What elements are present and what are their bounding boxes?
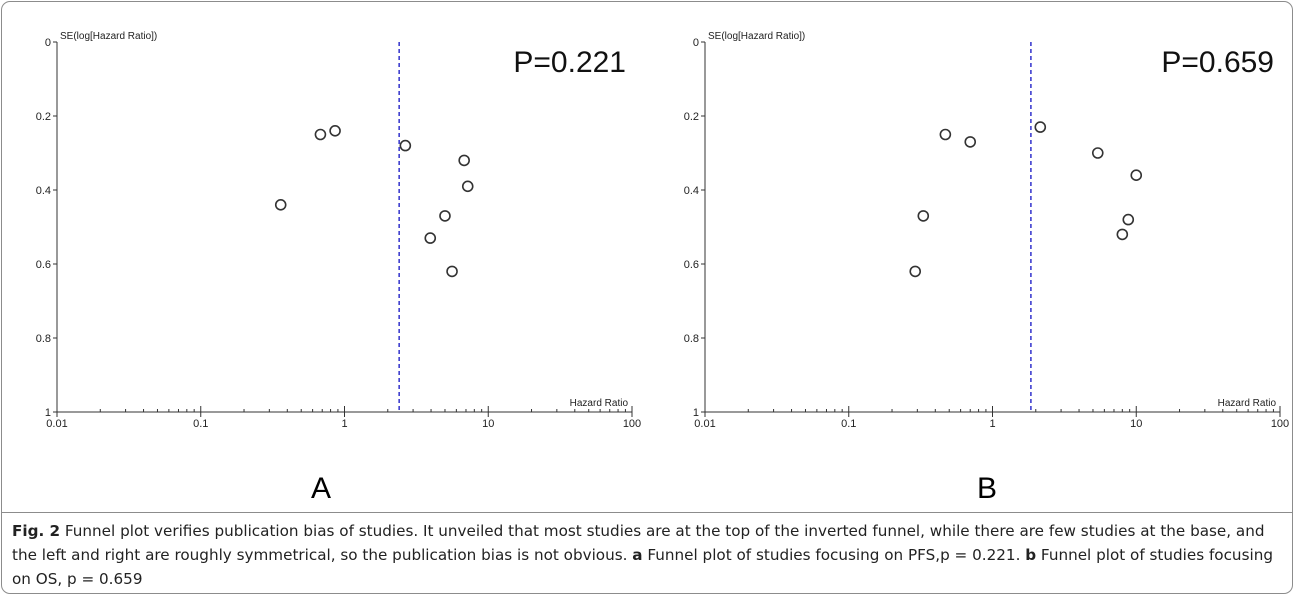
y-tick-label: 0.8 (36, 333, 51, 345)
y-axis-label: SE(log[Hazard Ratio]) (708, 31, 805, 42)
study-point (314, 128, 327, 141)
study-point (399, 139, 412, 152)
caption-fig-label: Fig. 2 (12, 522, 61, 540)
study-point (1122, 213, 1135, 226)
p-value-label: P=0.221 (513, 46, 626, 79)
y-tick-label: 0.6 (684, 259, 699, 271)
x-tick-label: 0.01 (46, 418, 67, 430)
caption-text: Funnel plot verifies publication bias of… (12, 522, 1265, 564)
x-tick-label: 10 (1130, 418, 1142, 430)
y-tick-label: 1 (45, 407, 51, 419)
study-point (458, 154, 470, 167)
study-point (446, 265, 458, 278)
study-point (329, 125, 341, 137)
x-tick-label: 0.1 (193, 418, 208, 430)
figure-caption: Fig. 2 Funnel plot verifies publication … (12, 519, 1282, 591)
study-point (939, 128, 952, 141)
x-tick-label: 0.01 (694, 418, 715, 430)
x-axis-label: Hazard Ratio (1218, 398, 1277, 409)
x-tick-label: 1 (989, 418, 995, 430)
caption-divider (1, 512, 1293, 513)
y-tick-label: 0.6 (36, 259, 51, 271)
caption-a-label: a (632, 546, 643, 564)
study-point (1091, 147, 1104, 159)
x-tick-label: 0.1 (841, 418, 856, 430)
panel-letter-a: A (311, 472, 332, 505)
caption-b-text: Funnel plot of studies focusing on OS, p… (12, 546, 1273, 588)
y-tick-label: 0.8 (684, 333, 699, 345)
y-tick-label: 0.4 (36, 185, 51, 197)
study-point (909, 265, 922, 278)
y-tick-label: 0 (45, 37, 51, 49)
y-tick-label: 0.2 (684, 111, 699, 123)
x-tick-label: 100 (1271, 418, 1289, 430)
y-tick-label: 1 (693, 407, 699, 419)
study-point (274, 199, 287, 211)
caption-b-label: b (1025, 546, 1037, 564)
x-tick-label: 10 (482, 418, 494, 430)
caption-a-text: Funnel plot of studies focusing on PFS,p… (642, 546, 1026, 564)
p-value-label: P=0.659 (1161, 46, 1274, 79)
study-point (439, 210, 451, 222)
study-point (1116, 228, 1129, 241)
study-point (424, 232, 437, 244)
study-point (461, 180, 474, 193)
panel-letter-b: B (977, 472, 998, 505)
y-tick-label: 0.2 (36, 111, 51, 123)
x-tick-label: 1 (341, 418, 347, 430)
study-point (964, 136, 977, 148)
x-tick-label: 100 (623, 418, 641, 430)
y-tick-label: 0.4 (684, 185, 699, 197)
study-point (1130, 169, 1143, 181)
y-tick-label: 0 (693, 37, 699, 49)
study-point (1034, 121, 1047, 133)
funnel-plot-b: 00.20.40.60.810.01 0.1 1 10 100SE(log[Hazard… (684, 31, 1289, 430)
x-axis-label: Hazard Ratio (570, 398, 629, 409)
funnel-plot-a: 00.20.40.60.810.01 0.1 1 10 100SE(log[Hazard… (36, 31, 641, 430)
study-point (917, 210, 930, 222)
y-axis-label: SE(log[Hazard Ratio]) (60, 31, 157, 42)
